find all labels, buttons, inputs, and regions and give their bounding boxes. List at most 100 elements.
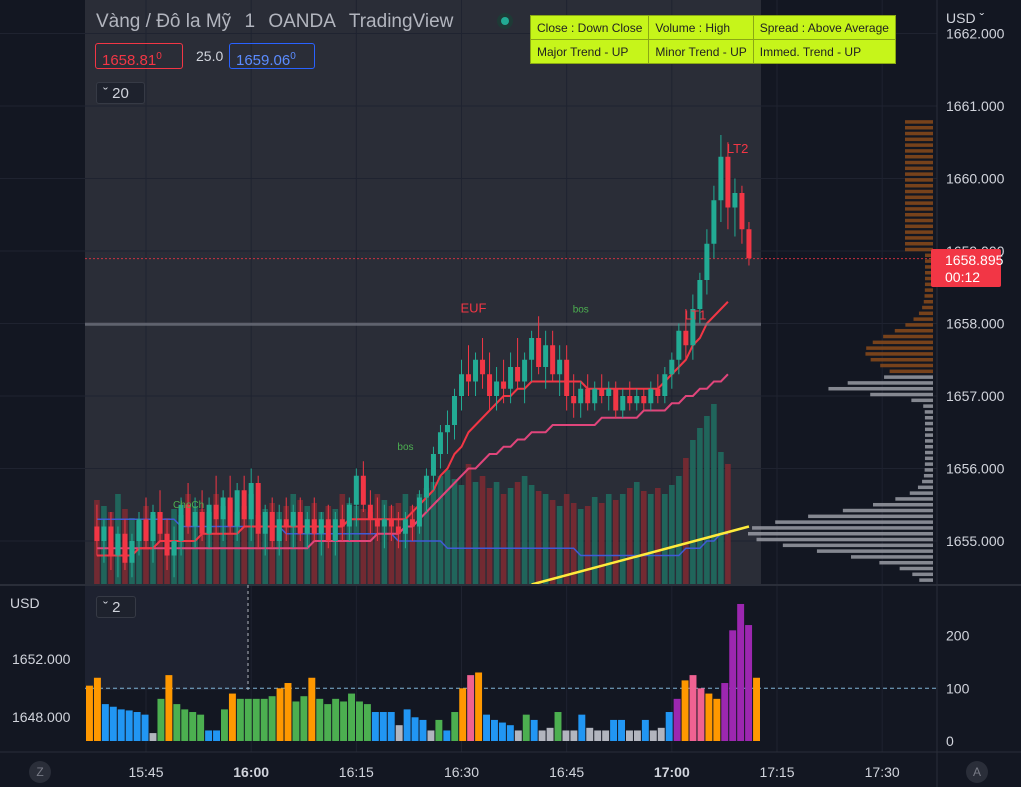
- sub-bar: [252, 698, 260, 741]
- zoom-button[interactable]: Z: [29, 761, 51, 783]
- volume-profile-bar: [895, 497, 933, 501]
- sub-bar: [411, 717, 419, 741]
- market-status-icon[interactable]: [497, 13, 513, 29]
- volume-profile-bar: [905, 230, 933, 234]
- volume-bar: [479, 476, 486, 584]
- sub-bar: [491, 719, 498, 741]
- volume-bar: [227, 500, 233, 584]
- sub-bar: [530, 719, 538, 741]
- sell-button[interactable]: 1658.810: [95, 43, 183, 69]
- candle-body: [346, 504, 352, 527]
- candle-body: [620, 396, 626, 411]
- sub-bar: [205, 730, 213, 741]
- candle-body: [437, 432, 443, 454]
- sub-bar: [189, 712, 197, 741]
- volume-bar: [633, 482, 640, 584]
- sub-pane-currency: USD: [10, 595, 40, 611]
- volume-bar: [451, 479, 458, 584]
- volume-bar: [556, 506, 563, 584]
- spread-status: Spread : Above Average: [752, 15, 896, 40]
- sub-bar: [586, 727, 594, 741]
- sub-bar: [570, 730, 578, 741]
- volume-profile-bar: [911, 398, 933, 403]
- buy-button[interactable]: 1659.060: [229, 43, 315, 69]
- candle-body: [262, 512, 268, 534]
- candle-body: [585, 388, 591, 404]
- time-tick-label: 17:15: [759, 764, 794, 780]
- volume-bar: [255, 515, 261, 584]
- volume-profile-bar: [905, 125, 933, 130]
- volume-profile-bar: [924, 294, 933, 298]
- sub-bar: [721, 683, 729, 741]
- volume-bar: [199, 509, 205, 584]
- volume-bar: [711, 404, 717, 584]
- candle-body: [430, 454, 436, 476]
- candle-body: [290, 512, 296, 527]
- sub-bar: [284, 683, 292, 741]
- candle-body: [423, 475, 429, 498]
- sub-bar: [475, 672, 483, 741]
- candle-body: [529, 338, 535, 360]
- time-tick-label: 16:00: [233, 764, 269, 780]
- interval[interactable]: 1: [244, 11, 256, 32]
- volume-bar: [185, 494, 191, 584]
- sub-bar: [268, 696, 276, 741]
- candle-body: [494, 381, 500, 396]
- candle-body: [634, 396, 640, 404]
- candle-body: [108, 526, 114, 556]
- sub-bar: [546, 727, 554, 741]
- sub-pane-bars[interactable]: [85, 603, 937, 741]
- volume-bar: [444, 470, 451, 584]
- candle-body: [725, 156, 731, 208]
- time-tick-label: 15:45: [128, 764, 163, 780]
- sub-bar: [506, 725, 514, 741]
- symbol-name[interactable]: Vàng / Đô la Mỹ: [96, 11, 232, 32]
- sub-bar: [737, 603, 745, 741]
- volume-profile-bar: [924, 444, 933, 449]
- candle-body: [269, 512, 275, 541]
- volume-bar: [430, 482, 437, 584]
- candle-body: [592, 388, 598, 404]
- indicators-collapse-button[interactable]: ˇ 20: [96, 82, 145, 104]
- main-pane-highlight: [85, 0, 761, 584]
- candle-body: [501, 381, 507, 389]
- candle-body: [220, 497, 226, 520]
- live-price-countdown: 00:12: [945, 269, 980, 285]
- sub-bar: [379, 712, 387, 741]
- sub-bar: [729, 630, 737, 741]
- volume-bar: [619, 494, 626, 584]
- sub-tick-label: 100: [946, 680, 970, 696]
- volume-bar: [697, 428, 703, 584]
- volume-bar: [563, 494, 570, 584]
- volume-profile-bar: [905, 189, 933, 194]
- sub-bar: [101, 704, 109, 741]
- candle-body: [557, 359, 563, 375]
- price-tick-label: 1662.000: [946, 26, 1005, 42]
- sub-indicators-collapse-button[interactable]: ˇ 2: [96, 596, 136, 618]
- sub-bar: [260, 698, 268, 741]
- candle-body: [374, 519, 380, 527]
- volume-profile-bar: [905, 236, 933, 240]
- volume-profile-bar: [905, 323, 933, 327]
- candle-body: [241, 490, 247, 520]
- currency-selector[interactable]: USD ˇ: [946, 10, 985, 26]
- sub-bar: [300, 696, 308, 741]
- volume-profile-bar: [872, 340, 933, 345]
- sub-bar: [562, 730, 570, 741]
- volume-profile-bar: [905, 224, 933, 229]
- volume-bar: [528, 485, 535, 584]
- annotation-label: bos: [573, 304, 589, 315]
- volume-profile-bar: [752, 526, 933, 530]
- candle-body: [669, 359, 675, 375]
- chart-header[interactable]: Vàng / Đô la Mỹ 1 OANDA TradingView: [96, 11, 461, 33]
- volume-bar: [725, 464, 731, 584]
- volume-bar: [605, 494, 612, 584]
- volume-profile-bar: [883, 334, 933, 339]
- volume-profile-bar: [924, 462, 933, 466]
- volume-profile-bar: [808, 514, 933, 519]
- candles[interactable]: [94, 135, 752, 578]
- live-price-value: 1658.895: [945, 252, 1004, 268]
- auto-scale-button[interactable]: A: [966, 761, 988, 783]
- volume-profile-bar: [894, 328, 933, 333]
